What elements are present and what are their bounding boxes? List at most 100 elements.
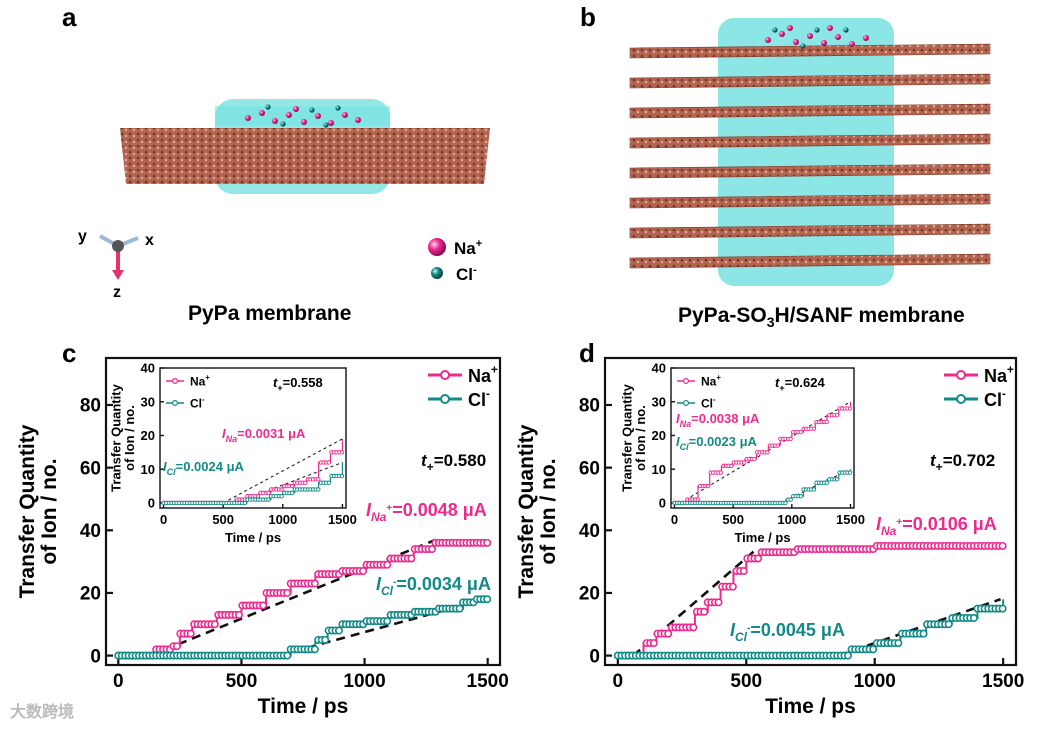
y-axis-label-line2: of Ion / no.: [537, 458, 560, 564]
y-axis-label-line1: Transfer Quantity: [108, 383, 123, 491]
na-legend-label: Na+: [454, 238, 482, 258]
data-point-na: [255, 494, 261, 499]
data-point-cl: [321, 635, 330, 644]
y-tick-label: 40: [80, 521, 101, 542]
t-plus-label: t+=0.702: [930, 451, 995, 474]
legend-marker-na: [956, 370, 966, 380]
legend-label-cl: Cl-: [701, 395, 716, 410]
sanf-sheet: [629, 163, 991, 179]
legend-label-cl: Cl-: [468, 388, 490, 410]
inset-plot: 0 500 1000 1500 0 10 20 30 40 Time / ps Transfer Q…: [108, 361, 357, 545]
x-tick-label: 1500: [467, 671, 509, 692]
inset-current-cl-annotation: ICl=0.0023 μA: [676, 434, 758, 452]
inset-t-plus-label: t+=0.558: [273, 375, 323, 393]
x-tick-label: 0: [160, 512, 167, 527]
sanf-sheet: [629, 133, 991, 149]
data-point-na: [752, 456, 757, 462]
y-tick-label: 60: [80, 458, 101, 479]
data-point-cl: [811, 487, 817, 492]
x-axis-label: Time / ps: [258, 695, 349, 718]
x-tick-label: 1500: [328, 512, 357, 527]
x-tick-label: 500: [212, 512, 234, 527]
y-tick-label: 0: [589, 646, 600, 667]
legend-marker-cl: [440, 394, 450, 404]
legend-label-cl: Cl-: [984, 388, 1006, 410]
y-tick-label: 80: [80, 396, 101, 417]
data-point-na: [326, 460, 331, 465]
panel-d-letter: d: [579, 338, 595, 368]
y-axis-label-line1: Transfer Quantity: [619, 383, 634, 491]
inset-t-plus-label: t+=0.624: [775, 375, 826, 393]
legend-label-na: Na+: [984, 364, 1014, 386]
data-point-na: [714, 598, 723, 607]
data-point-na: [798, 429, 804, 435]
data-point-na: [739, 567, 748, 576]
y-tick-label: 0: [90, 646, 101, 667]
legend-marker-cl: [956, 394, 966, 404]
x-tick-label: 1000: [854, 671, 896, 692]
data-point-na: [705, 483, 711, 489]
y-tick-label: 30: [652, 394, 666, 409]
data-point-cl: [844, 651, 853, 660]
panel-a-letter: a: [62, 2, 77, 32]
data-point-cl: [824, 480, 829, 485]
legend-marker-cl: [172, 400, 179, 407]
data-point-na: [289, 483, 295, 489]
water-box-b: [718, 18, 894, 286]
data-point-na: [729, 463, 734, 468]
y-tick-label: 30: [141, 394, 155, 409]
legend-marker-cl: [682, 400, 689, 407]
data-point-na: [428, 545, 437, 554]
x-tick-label: 0: [613, 671, 624, 692]
data-point-cl: [798, 494, 804, 499]
sanf-sheet: [629, 43, 991, 59]
x-tick-label: 1000: [777, 512, 806, 527]
data-point-na: [695, 497, 700, 502]
y-axis-label-line2: of Ion / no.: [122, 405, 137, 471]
x-axis-label: Time / ps: [734, 530, 790, 545]
y-tick-label: 40: [141, 361, 155, 376]
x-tick-label: 1500: [836, 512, 865, 527]
ion-legend: Na+ Cl-: [428, 238, 482, 284]
sanf-sheet: [629, 253, 991, 269]
data-point-cl: [316, 487, 321, 492]
data-point-na: [754, 554, 763, 563]
data-point-na: [847, 406, 853, 411]
y-tick-label: 0: [659, 495, 666, 510]
y-tick-label: 20: [652, 428, 666, 443]
data-point-cl: [894, 639, 903, 648]
data-point-na: [210, 620, 219, 629]
data-point-na: [718, 470, 724, 475]
panel-a-schematic: a y x z Na+ Cl-: [62, 2, 490, 325]
legend-label-na: Na+: [468, 364, 498, 386]
panel-c-letter: c: [62, 338, 76, 368]
legend-label-na: Na+: [190, 373, 210, 388]
legend-label-na: Na+: [701, 373, 721, 388]
data-point-cl: [242, 500, 248, 506]
cl-legend-icon: [431, 267, 443, 279]
x-tick-label: 0: [113, 671, 124, 692]
data-point-cl: [919, 629, 928, 638]
x-tick-label: 0: [671, 512, 678, 527]
y-tick-label: 10: [652, 462, 666, 477]
y-tick-label: 80: [579, 396, 600, 417]
data-point-cl: [334, 626, 343, 635]
data-point-cl: [279, 494, 284, 499]
x-tick-label: 500: [722, 512, 744, 527]
y-tick-label: 40: [652, 361, 666, 376]
data-point-cl: [283, 651, 292, 660]
inset-current-na-annotation: INa=0.0031 μA: [222, 426, 306, 444]
data-point-na: [259, 601, 268, 610]
data-point-na: [700, 607, 709, 616]
y-tick-label: 20: [579, 584, 600, 605]
data-point-na: [310, 579, 319, 588]
axis-triad: y x z: [78, 228, 154, 301]
sanf-sheet: [629, 73, 991, 89]
current-na-annotation: INa+=0.0106 μA: [876, 514, 997, 538]
ion-cloud-b: [765, 25, 869, 49]
data-point-na: [172, 642, 181, 651]
current-cl-annotation: ICl-=0.0034 μA: [376, 574, 491, 598]
data-point-cl: [834, 477, 840, 482]
